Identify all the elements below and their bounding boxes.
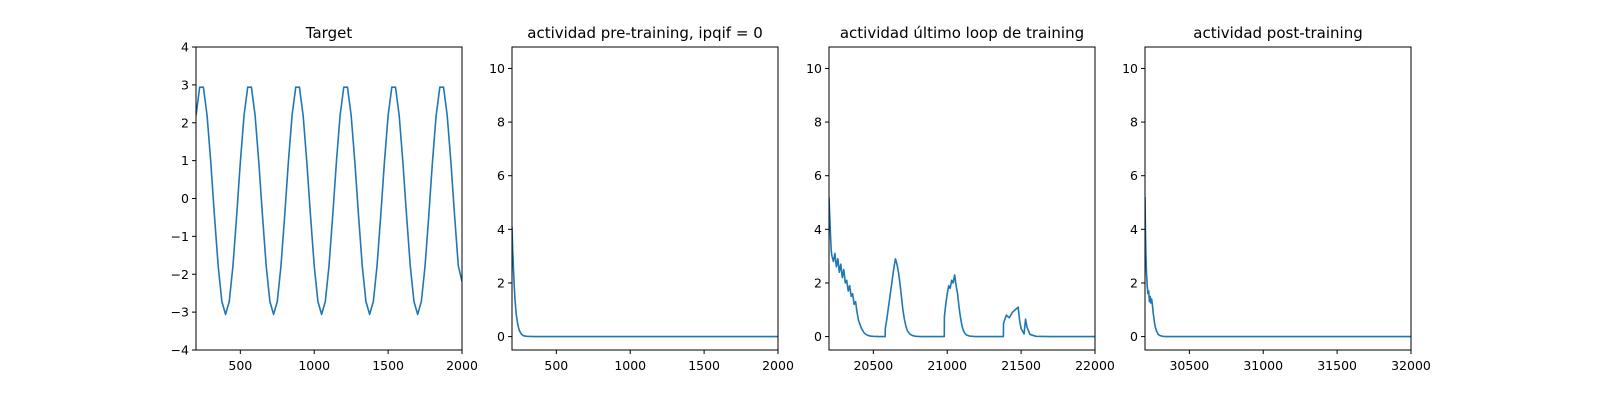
series-line xyxy=(512,226,778,338)
y-tick-label: 1 xyxy=(181,153,189,168)
y-tick-label: 10 xyxy=(489,61,505,76)
y-tick-label: 0 xyxy=(814,329,822,344)
x-tick-label: 1000 xyxy=(614,358,646,373)
y-tick-label: 0 xyxy=(181,191,189,206)
axes-frame xyxy=(195,46,463,351)
y-tick-label: −1 xyxy=(171,229,189,244)
series-line xyxy=(196,86,462,316)
axes-frame xyxy=(1144,46,1412,351)
axes-frame xyxy=(511,46,779,351)
x-tick-label: 1500 xyxy=(688,358,720,373)
series-line xyxy=(829,197,1095,338)
y-tick-label: 2 xyxy=(497,275,505,290)
y-tick-label: 4 xyxy=(1130,222,1138,237)
series-line xyxy=(1145,197,1411,338)
chart-title: actividad último loop de training xyxy=(840,24,1084,42)
y-tick-label: 2 xyxy=(181,115,189,130)
x-tick-label: 32000 xyxy=(1391,358,1431,373)
y-tick-label: 4 xyxy=(497,222,505,237)
chart-title: actividad pre-training, ipqif = 0 xyxy=(527,24,763,42)
axes-frame xyxy=(828,46,1096,351)
x-tick-label: 30500 xyxy=(1169,358,1209,373)
x-tick-label: 1500 xyxy=(372,358,404,373)
y-tick-label: 0 xyxy=(497,329,505,344)
y-tick-label: 10 xyxy=(806,61,822,76)
x-tick-label: 22000 xyxy=(1075,358,1115,373)
chart-panel-2: actividad pre-training, ipqif = 0 500 1000… xyxy=(489,24,794,373)
y-tick-label: 4 xyxy=(181,40,189,55)
y-tick-label: 6 xyxy=(814,168,822,183)
y-tick-label: −3 xyxy=(171,305,189,320)
x-tick-label: 31500 xyxy=(1317,358,1357,373)
x-tick-label: 2000 xyxy=(762,358,794,373)
y-tick-label: 0 xyxy=(1130,329,1138,344)
x-tick-label: 21000 xyxy=(927,358,967,373)
y-tick-label: 8 xyxy=(814,115,822,130)
x-tick-label: 31000 xyxy=(1243,358,1283,373)
y-tick-label: 2 xyxy=(1130,275,1138,290)
x-tick-label: 500 xyxy=(544,358,568,373)
y-tick-label: 6 xyxy=(1130,168,1138,183)
chart-title: actividad post-training xyxy=(1193,24,1362,42)
x-tick-label: 21500 xyxy=(1001,358,1041,373)
y-tick-label: 8 xyxy=(1130,115,1138,130)
y-tick-label: −2 xyxy=(171,267,189,282)
y-tick-label: 8 xyxy=(497,115,505,130)
x-tick-label: 20500 xyxy=(853,358,893,373)
y-tick-label: 10 xyxy=(1122,61,1138,76)
y-tick-label: 2 xyxy=(814,275,822,290)
x-tick-label: 2000 xyxy=(446,358,478,373)
y-tick-label: −4 xyxy=(171,343,189,358)
x-tick-label: 1000 xyxy=(298,358,330,373)
chart-title: Target xyxy=(305,24,353,42)
y-tick-label: 4 xyxy=(814,222,822,237)
y-tick-label: 3 xyxy=(181,77,189,92)
x-tick-label: 500 xyxy=(228,358,252,373)
chart-panel-1: Target 500 1000 1500 2000 −4 −3 −2 −1 0 1 2 3 4 xyxy=(171,24,478,373)
y-tick-label: 6 xyxy=(497,168,505,183)
chart-panel-4: actividad post-training 30500 31000 31500 32… xyxy=(1122,24,1431,373)
